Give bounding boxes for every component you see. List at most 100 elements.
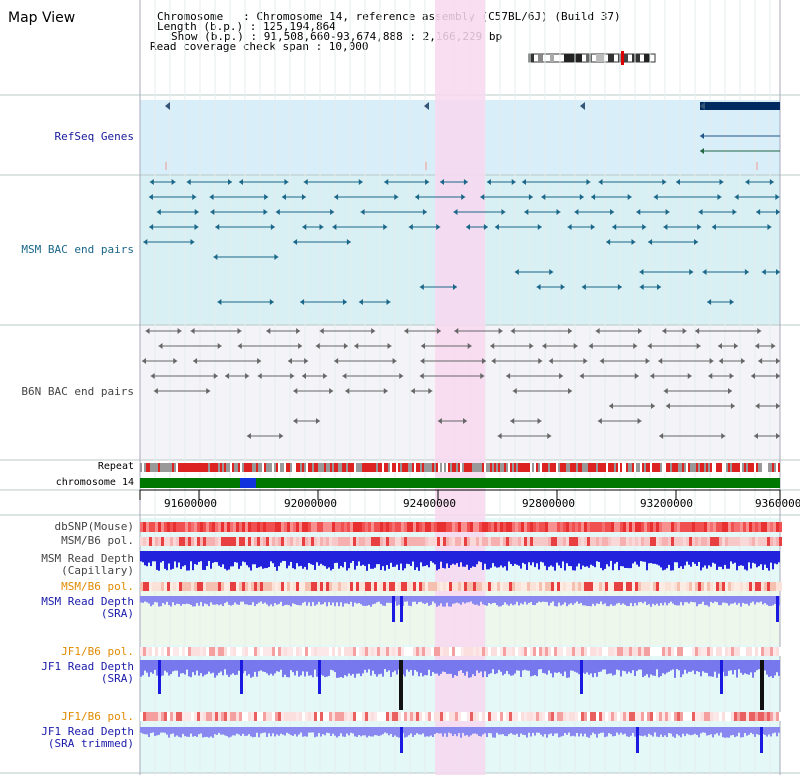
dbsnp-cell (338, 522, 341, 532)
jf1-depth-sra-bar (712, 660, 714, 677)
b6n-bac-track-label[interactable]: B6N BAC end pairs (21, 385, 134, 398)
msm-b6-pol-cell (239, 582, 242, 591)
repeat-segment (452, 463, 454, 472)
chromosome-track-label[interactable]: chromosome 14 (55, 477, 134, 488)
jf1-depth-sra-bar (514, 660, 516, 674)
jf1-depth-sra-bar (144, 660, 146, 671)
jf1-depth-trimmed-bar-spike (400, 727, 403, 753)
jf1-depth-sra-bar (692, 660, 694, 671)
jf1-b6-pol-track-label[interactable]: JF1/B6 pol. (61, 645, 134, 658)
jf1-depth-trimmed-bar (694, 727, 696, 734)
dbsnp-cell (503, 522, 506, 532)
msm-b6-pol-cell (377, 537, 380, 546)
msm-depth-sra-bar (412, 596, 414, 602)
msm-b6-pol-cell (506, 582, 509, 591)
jf1-read-depth-trimmed-label[interactable]: JF1 Read Depth (41, 725, 134, 738)
repeat-segment (596, 463, 598, 472)
msm-b6-pol-cell (206, 537, 209, 546)
msm-depth-capillary-bar (354, 551, 356, 570)
dbsnp-cell (149, 522, 152, 532)
jf1-depth-sra-bar (724, 660, 726, 677)
repeat-segment (756, 463, 758, 472)
jf1-b6-pol-cell (713, 712, 716, 721)
msm-depth-sra-bar (606, 596, 608, 607)
msm-depth-sra-bar (464, 596, 466, 604)
msm-b6-pol-cell (158, 537, 161, 546)
jf1-b6-pol-cell (530, 647, 533, 656)
msm-read-depth-capillary-label[interactable]: MSM Read Depth (41, 552, 134, 565)
dbsnp-track-label[interactable]: dbSNP(Mouse) (54, 520, 134, 533)
msm-b6-pol-cell (155, 537, 158, 546)
jf1-read-depth-sra-label[interactable]: JF1 Read Depth (41, 660, 134, 673)
jf1-b6-pol-cell (662, 712, 665, 721)
dbsnp-cell (218, 522, 221, 532)
jf1-b6-pol-cell (545, 647, 548, 656)
dbsnp-cell (575, 522, 578, 532)
jf1-b6-pol-2-track-label[interactable]: JF1/B6 pol. (61, 710, 134, 723)
repeat-segment (630, 463, 632, 472)
jf1-b6-pol-cell (551, 647, 554, 656)
jf1-depth-trimmed-bar (608, 727, 610, 734)
msm-depth-sra-bar (576, 596, 578, 602)
jf1-b6-pol-cell (389, 712, 392, 721)
jf1-b6-pol-cell (689, 647, 692, 656)
jf1-depth-sra-bar (706, 660, 708, 673)
msm-bac-pair-end (662, 179, 667, 185)
chromosome-ideogram[interactable] (528, 50, 658, 66)
msm-depth-capillary-bar (626, 551, 628, 568)
repeat-segment (482, 463, 484, 472)
dbsnp-cell (737, 522, 740, 532)
msm-b6-pol-cell (257, 582, 260, 591)
msm-depth-sra-bar (670, 596, 672, 602)
repeat-segment (578, 463, 580, 472)
jf1-depth-trimmed-bar (576, 727, 578, 734)
msm-b6-pol-cell (170, 582, 173, 591)
msm-depth-sra-bar (366, 596, 368, 606)
repeat-segment (140, 463, 142, 472)
msm-depth-sra-bar (244, 596, 246, 605)
msm-b6-pol-cell (746, 582, 749, 591)
msm-b6-pol-cell (461, 582, 464, 591)
msm-b6-pol-cell (659, 582, 662, 591)
msm-depth-capillary-bar (198, 551, 200, 562)
jf1-b6-pol-cell (650, 712, 653, 721)
jf1-b6-pol-cell (158, 712, 161, 721)
dbsnp-cell (203, 522, 206, 532)
msm-b6-pol-cell (365, 537, 368, 546)
repeat-segment (602, 463, 604, 472)
msm-depth-sra-bar (416, 596, 418, 605)
msm-depth-sra-bar (370, 596, 372, 607)
msm-b6-pol-cell (545, 537, 548, 546)
jf1-depth-sra-bar (372, 660, 374, 671)
jf1-depth-sra-bar (406, 660, 408, 670)
msm-depth-capillary-bar (586, 551, 588, 567)
refseq-track-label[interactable]: RefSeq Genes (54, 130, 134, 143)
msm-bac-track-label[interactable]: MSM BAC end pairs (21, 243, 134, 256)
repeat-segment (306, 463, 308, 472)
repeat-segment (366, 463, 368, 472)
jf1-depth-trimmed-bar (386, 727, 388, 734)
jf1-b6-pol-cell (221, 712, 224, 721)
msm-b6-pol-track-label[interactable]: MSM/B6 pol. (61, 534, 134, 547)
msm-b6-pol-2-track-label[interactable]: MSM/B6 pol. (61, 580, 134, 593)
jf1-b6-pol-cell (638, 712, 641, 721)
jf1-b6-pol-cell (725, 712, 728, 721)
msm-b6-pol-cell (335, 537, 338, 546)
msm-depth-sra-bar (254, 596, 256, 607)
b6n-bac-pair-end (454, 328, 459, 334)
msm-b6-pol-cell (176, 582, 179, 591)
msm-b6-pol-cell (353, 582, 356, 591)
msm-b6-pol-cell (740, 537, 743, 546)
dbsnp-cell (464, 522, 467, 532)
b6n-bac-pair-end (190, 328, 195, 334)
msm-depth-capillary-bar (370, 551, 372, 569)
repeat-segment (716, 463, 718, 472)
jf1-depth-trimmed-bar (676, 727, 678, 735)
jf1-b6-pol-cell (593, 712, 596, 721)
repeat-segment (464, 463, 466, 472)
msm-bac-pair-end (775, 194, 780, 200)
msm-read-depth-sra-label[interactable]: MSM Read Depth (41, 595, 134, 608)
jf1-depth-trimmed-bar (634, 727, 636, 737)
repeat-track-label[interactable]: Repeat (97, 461, 134, 472)
